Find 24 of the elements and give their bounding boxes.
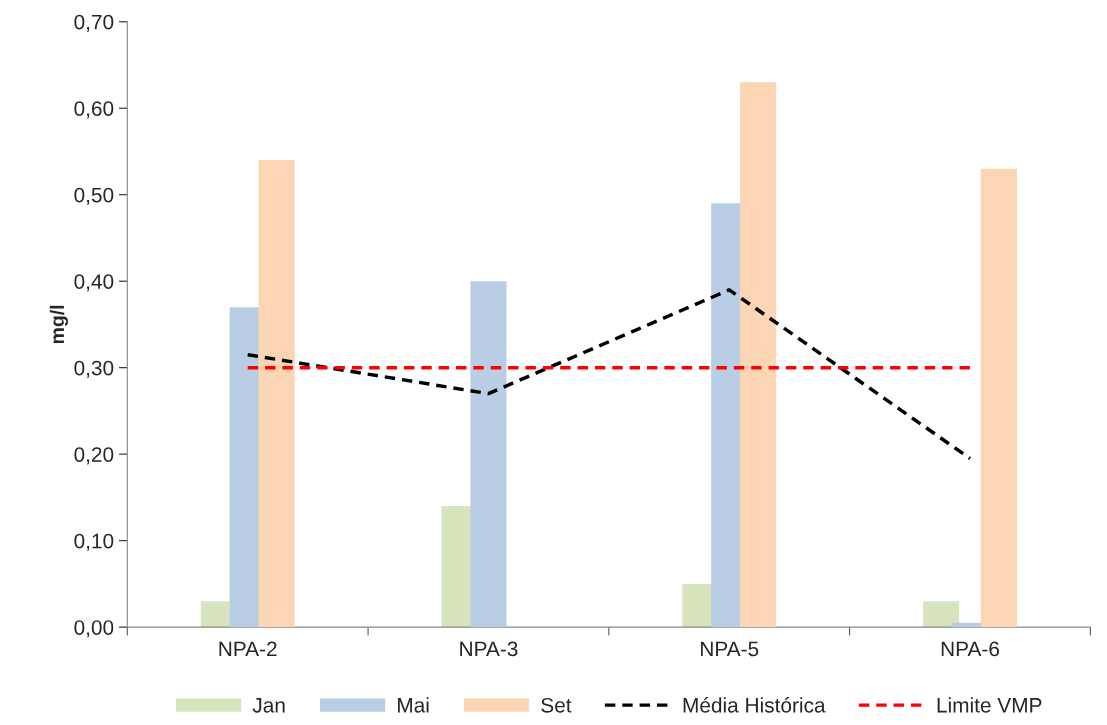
bar xyxy=(470,281,507,628)
bar xyxy=(740,82,777,628)
legend-label: Jan xyxy=(252,698,285,713)
y-tick-label: 0,10 xyxy=(74,533,114,551)
y-axis-title: mg/l xyxy=(49,305,69,344)
legend-label: Set xyxy=(541,697,572,713)
legend-label: Média Histórica xyxy=(683,697,826,713)
legend-label: Limite VMP xyxy=(937,697,1042,713)
bar xyxy=(923,601,960,628)
x-tick-label: NPA-6 xyxy=(941,641,999,657)
x-tick-label: NPA-5 xyxy=(701,641,759,657)
line-series xyxy=(245,288,972,461)
y-tick-label: 0,70 xyxy=(74,14,114,32)
y-tick-label: 0,50 xyxy=(74,187,114,205)
y-tick-label: 0,20 xyxy=(74,447,114,465)
x-tick-label: NPA-3 xyxy=(460,641,518,657)
legend-label: Mai xyxy=(398,697,429,713)
y-tick-label: 0,30 xyxy=(74,360,114,378)
x-tick-label: NPA-2 xyxy=(219,641,277,657)
y-tick-label: 0,00 xyxy=(74,620,114,638)
y-tick-label: 0,40 xyxy=(74,274,114,292)
y-tick-label: 0,60 xyxy=(74,101,114,119)
bar xyxy=(980,168,1017,628)
bar xyxy=(258,160,295,628)
